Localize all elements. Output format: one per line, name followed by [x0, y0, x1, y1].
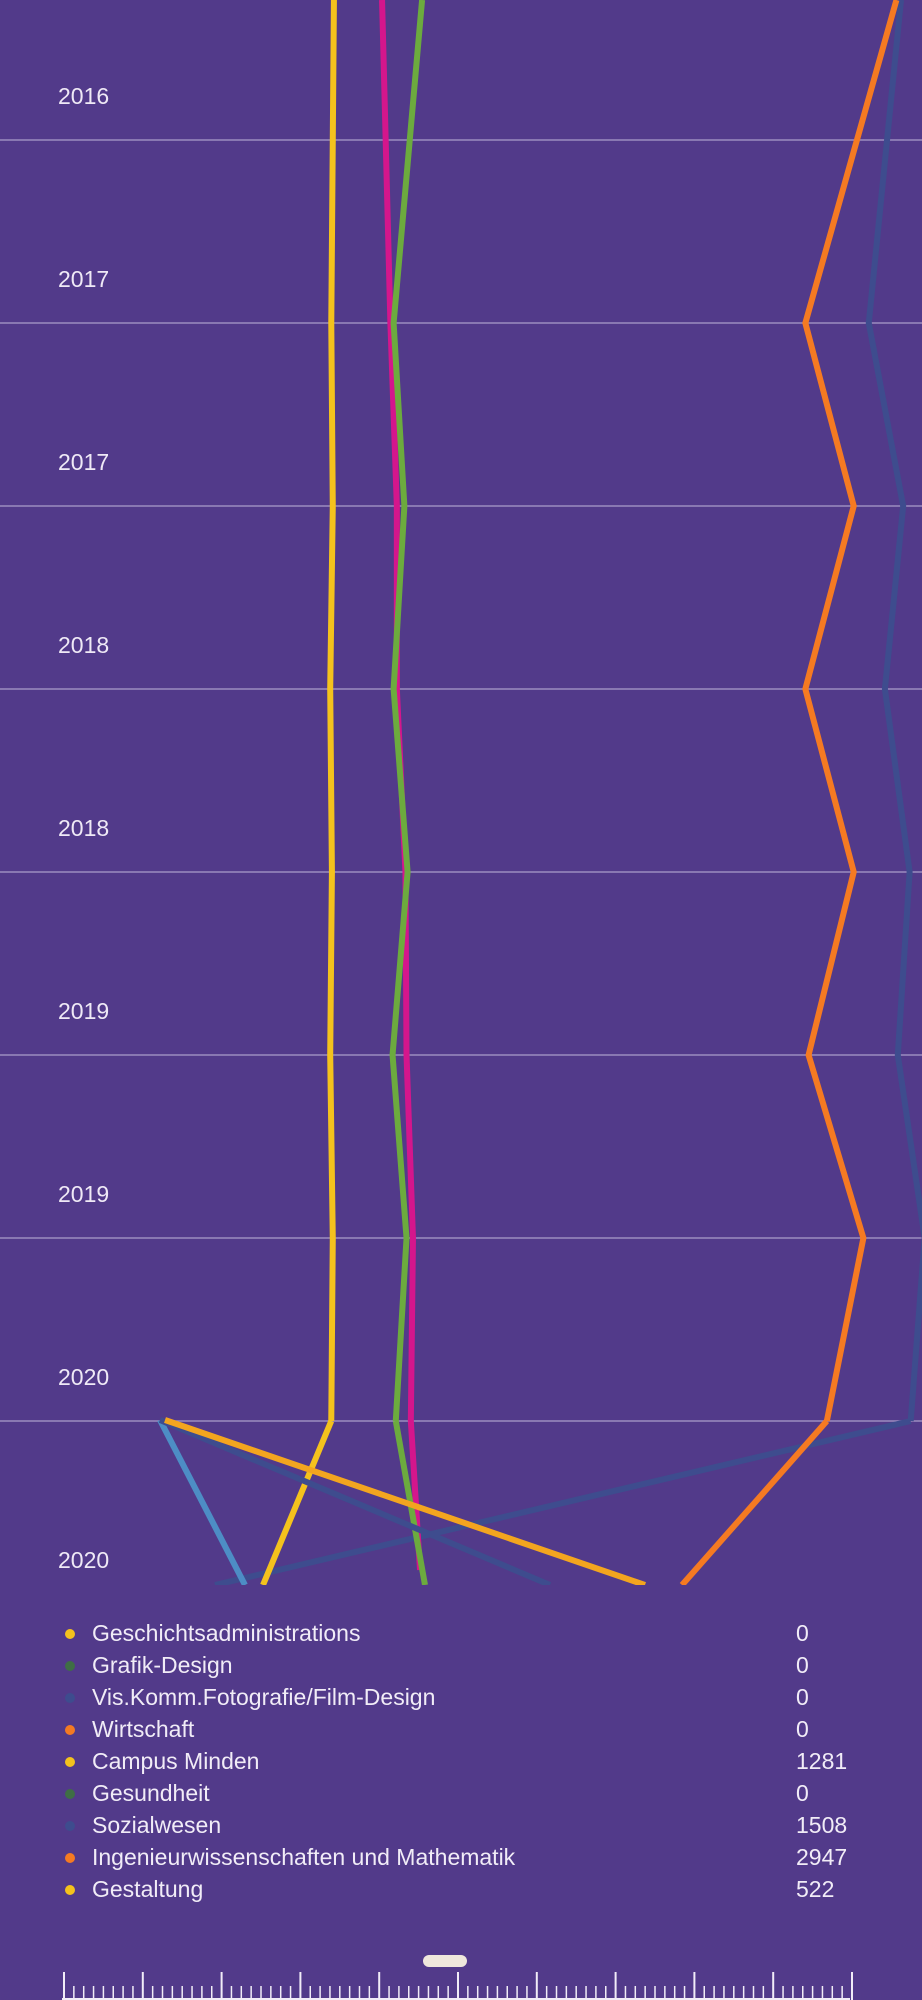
series-tail	[679, 1419, 830, 1585]
legend-item[interactable]: Grafik-Design 0	[0, 1650, 922, 1682]
legend-label: Geschichtsadministrations	[92, 1620, 361, 1646]
series-tail	[260, 1419, 335, 1585]
legend-label: Wirtschaft	[92, 1716, 195, 1742]
legend-item[interactable]: Sozialwesen 1508	[0, 1810, 922, 1842]
legend-item[interactable]: Gesundheit 0	[0, 1778, 922, 1810]
legend-label: Gestaltung	[92, 1876, 204, 1902]
scrubber-handle[interactable]	[423, 1955, 467, 1967]
y-tick-label: 2018	[58, 632, 109, 658]
series-line	[865, 0, 922, 1422]
legend-item[interactable]: Campus Minden 1281	[0, 1746, 922, 1778]
series-tail	[214, 1418, 912, 1585]
legend-label: Gesundheit	[92, 1780, 210, 1806]
legend-label: Campus Minden	[92, 1748, 260, 1774]
legend-label: Sozialwesen	[92, 1812, 222, 1838]
legend-item[interactable]: Wirtschaft 0	[0, 1714, 922, 1746]
series-line	[158, 1417, 552, 1585]
y-tick-label: 2020	[58, 1547, 109, 1573]
legend-value: 522	[796, 1876, 835, 1902]
legend-dot-icon	[65, 1725, 75, 1735]
legend-dot-icon	[65, 1789, 75, 1799]
timeline-scrubber[interactable]	[0, 1940, 922, 2000]
legend-dot-icon	[65, 1661, 75, 1671]
legend-value: 1281	[796, 1748, 848, 1774]
y-tick-label: 2019	[58, 998, 109, 1024]
legend-label: Vis.Komm.Fotografie/Film-Design	[92, 1684, 436, 1710]
y-tick-label: 2016	[58, 83, 109, 109]
legend-label: Ingenieurwissenschaften und Mathematik	[92, 1844, 516, 1870]
y-tick-label: 2020	[58, 1364, 109, 1390]
timeline-ruler[interactable]	[0, 1940, 922, 2000]
series-line	[389, 0, 426, 1422]
line-chart: 2016 2017 2017 2018 2018 2019 2019 2020 2020	[0, 0, 922, 1585]
series-line	[802, 0, 900, 1422]
y-tick-label: 2018	[58, 815, 109, 841]
legend-dot-icon	[65, 1885, 75, 1895]
y-tick-label: 2017	[58, 449, 109, 475]
legend-value: 0	[796, 1780, 809, 1806]
legend-item[interactable]: Geschichtsadministrations 0	[0, 1618, 922, 1650]
legend-value: 0	[796, 1716, 809, 1742]
legend-label: Grafik-Design	[92, 1652, 233, 1678]
legend-dot-icon	[65, 1629, 75, 1639]
legend-item[interactable]: Ingenieurwissenschaften und Mathematik 29…	[0, 1842, 922, 1874]
y-tick-label: 2019	[58, 1181, 109, 1207]
legend-value: 0	[796, 1684, 809, 1710]
legend-dot-icon	[65, 1853, 75, 1863]
series-line	[164, 1417, 646, 1585]
legend-item[interactable]: Gestaltung 522	[0, 1874, 922, 1906]
legend-value: 0	[796, 1652, 809, 1678]
legend-dot-icon	[65, 1757, 75, 1767]
series-line	[379, 0, 416, 1422]
legend-item[interactable]: Vis.Komm.Fotografie/Film-Design 0	[0, 1682, 922, 1714]
legend-value: 2947	[796, 1844, 848, 1870]
legend-value: 0	[796, 1620, 809, 1646]
series-line	[327, 0, 337, 1422]
legend-dot-icon	[65, 1693, 75, 1703]
y-tick-label: 2017	[58, 266, 109, 292]
chart-svg: 2016 2017 2017 2018 2018 2019 2019 2020 2020	[0, 0, 922, 1585]
series-line	[157, 1418, 248, 1585]
legend-value: 1508	[796, 1812, 848, 1838]
legend-dot-icon	[65, 1821, 75, 1831]
